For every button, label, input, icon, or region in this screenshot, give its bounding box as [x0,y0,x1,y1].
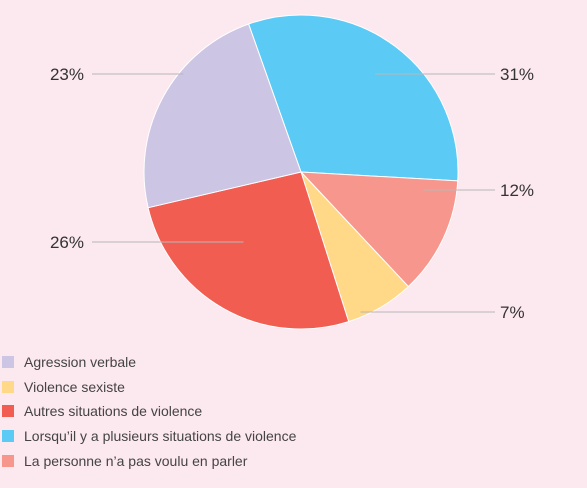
pie-slice [247,14,459,182]
legend-swatch [2,380,14,393]
legend-swatch [2,430,14,443]
legend-item-violence-sexiste: Violence sexiste [0,375,296,399]
legend-swatch [2,454,14,467]
legend-item-agression-verbale: Agression verbale [0,350,296,374]
leader-lines [92,73,495,313]
percentage-label: 7% [500,303,525,322]
pie-slice [147,171,350,330]
percentage-label: 12% [500,181,534,200]
legend-item-plusieurs-situations: Lorsqu’il y a plusieurs situations de vi… [0,424,296,448]
legend: Agression verbale Violence sexiste Autre… [0,350,296,473]
legend-item-pas-voulu-parler: La personne n’a pas voulu en parler [0,449,296,473]
legend-label: Lorsqu’il y a plusieurs situations de vi… [24,428,297,445]
pie-slices [143,14,459,330]
legend-label: Violence sexiste [24,378,125,395]
legend-label: La personne n’a pas voulu en parler [24,452,248,469]
percentage-label: 23% [50,65,84,84]
percentage-label: 26% [50,233,84,252]
pie-slice [299,171,459,288]
legend-label: Agression verbale [24,354,137,370]
pie-slice [143,23,302,209]
legend-item-autres-situations: Autres situations de violence [0,399,296,423]
percentage-labels: 31% 12% 7% 26% 23% [50,65,534,322]
legend-swatch [2,405,14,418]
percentage-label: 31% [500,65,534,84]
pie-chart: 31% 12% 7% 26% 23% [50,14,534,330]
legend-label: Autres situations de violence [24,403,203,420]
legend-swatch [2,356,14,368]
